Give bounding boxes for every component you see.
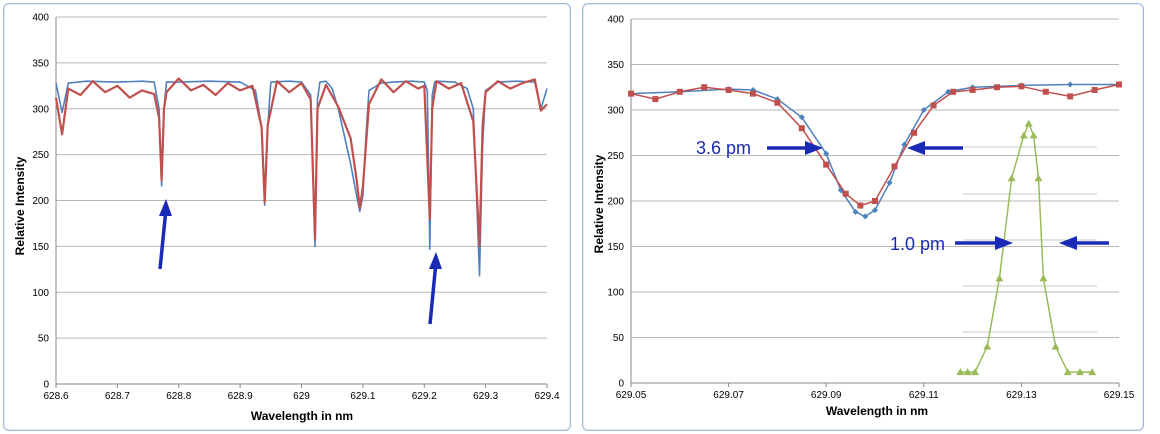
- x-tick-label: 629: [293, 391, 310, 402]
- data-point: [862, 213, 869, 220]
- arrow-annotation: [158, 199, 172, 270]
- data-point: [798, 114, 805, 121]
- y-axis-title: Relative Intensity: [592, 154, 606, 253]
- data-point: [1034, 174, 1043, 182]
- series-line: [54, 77, 548, 248]
- y-tick-label: 300: [607, 106, 624, 117]
- y-tick-label: 50: [38, 334, 50, 345]
- data-point: [920, 107, 927, 113]
- data-point: [969, 86, 976, 93]
- x-tick-label: 629.09: [811, 390, 842, 401]
- data-point: [750, 90, 756, 97]
- data-point: [1018, 83, 1025, 90]
- y-tick-label: 50: [613, 333, 625, 344]
- data-point: [1067, 81, 1074, 88]
- data-point: [1051, 342, 1060, 350]
- x-tick-label: 628.7: [105, 391, 130, 402]
- data-point: [842, 190, 849, 197]
- y-tick-label: 150: [32, 242, 49, 253]
- data-point: [1029, 131, 1038, 139]
- y-tick-label: 0: [618, 379, 624, 390]
- data-point: [774, 99, 781, 106]
- data-point: [930, 102, 937, 109]
- data-point: [994, 84, 1000, 91]
- chart-panel-right: 0 50 100 150 200 250 300 350 400 629.05 629.07 629.…: [582, 3, 1144, 431]
- data-point: [1039, 274, 1048, 282]
- data-point: [901, 141, 908, 148]
- data-point: [852, 208, 859, 215]
- arrow-annotation: [907, 141, 963, 155]
- y-tick-label: 350: [32, 58, 49, 69]
- data-point: [956, 368, 965, 376]
- x-tick-label: 628.8: [166, 391, 191, 402]
- y-tick-label: 0: [43, 380, 49, 391]
- data-point: [872, 198, 878, 204]
- data-point: [872, 207, 878, 214]
- data-point: [1075, 368, 1084, 376]
- chart-right: 0 50 100 150 200 250 300 350 400 629.05 629.07 629.…: [592, 15, 1135, 419]
- y-tick-label: 100: [607, 288, 624, 299]
- data-point: [891, 163, 898, 170]
- x-tick-label: 628.9: [228, 391, 253, 402]
- x-tick-label: 629.13: [1006, 390, 1037, 401]
- data-point: [628, 90, 634, 97]
- arrow-annotation: [767, 141, 823, 155]
- x-tick-label: 629.3: [473, 391, 498, 402]
- x-tick-label: 629.1: [350, 391, 375, 402]
- data-point: [1088, 368, 1097, 376]
- x-axis-title: Wavelength in nm: [251, 409, 353, 423]
- data-point: [1116, 81, 1122, 88]
- x-tick-label: 629.05: [616, 390, 647, 401]
- data-point: [798, 125, 805, 132]
- data-point: [950, 88, 957, 95]
- chart-left: 0 50 100 150 200 250 300 350 400 628.6 628.7 628.8 6…: [13, 13, 560, 424]
- data-point: [823, 150, 830, 157]
- data-point: [652, 96, 659, 103]
- y-tick-label: 350: [607, 60, 624, 71]
- data-point: [1067, 93, 1074, 100]
- x-axis-title: Wavelength in nm: [826, 404, 928, 418]
- x-tick-label: 628.6: [43, 391, 68, 402]
- fwhm-label-instrument: 1.0 pm: [890, 234, 945, 254]
- x-tick-label: 629.4: [534, 391, 559, 402]
- y-axis-title: Relative Intensity: [13, 156, 27, 255]
- data-point: [886, 179, 893, 186]
- data-point: [676, 88, 683, 95]
- x-tick-label: 629.15: [1104, 390, 1135, 401]
- y-tick-label: 200: [607, 197, 624, 208]
- y-tick-label: 150: [607, 242, 624, 253]
- data-point: [1063, 368, 1072, 376]
- fwhm-label-measured: 3.6 pm: [696, 138, 751, 158]
- chart-panel-left: 0 50 100 150 200 250 300 350 400 628.6 628.7 628.8 6…: [3, 3, 571, 431]
- arrow-annotation: [955, 236, 1013, 250]
- x-tick-label: 629.07: [713, 390, 744, 401]
- data-point: [1007, 174, 1016, 182]
- y-tick-label: 200: [32, 196, 49, 207]
- x-tick-label: 629.11: [909, 390, 939, 401]
- data-point: [1042, 88, 1049, 95]
- data-point: [725, 86, 732, 93]
- data-point: [701, 84, 708, 91]
- y-tick-label: 250: [32, 150, 49, 161]
- y-tick-label: 250: [607, 151, 624, 162]
- data-point: [963, 368, 972, 376]
- data-point: [857, 202, 864, 209]
- data-point: [1091, 86, 1098, 93]
- data-point: [911, 129, 918, 136]
- y-tick-label: 400: [607, 15, 624, 26]
- x-tick-label: 629.2: [412, 391, 437, 402]
- data-point: [1024, 119, 1033, 127]
- data-point: [823, 161, 830, 168]
- data-point: [983, 342, 992, 350]
- y-tick-label: 400: [32, 13, 49, 24]
- y-tick-label: 300: [32, 104, 49, 115]
- y-tick-label: 100: [32, 288, 49, 299]
- arrow-annotation: [1059, 236, 1109, 250]
- data-point: [971, 368, 980, 376]
- arrow-annotation: [428, 252, 442, 325]
- data-point: [1019, 131, 1028, 139]
- data-point: [995, 274, 1004, 282]
